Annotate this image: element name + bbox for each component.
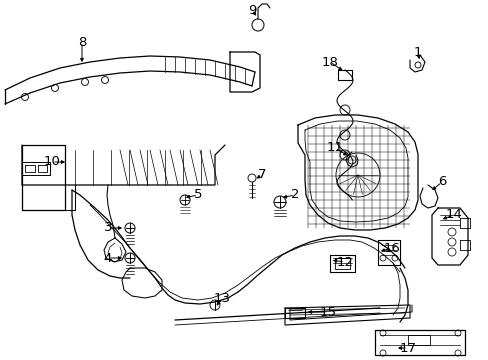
Text: 11: 11: [326, 141, 343, 154]
Text: 8: 8: [78, 36, 86, 49]
Text: 17: 17: [399, 342, 416, 355]
Text: 12: 12: [336, 256, 353, 269]
Text: 3: 3: [103, 221, 112, 234]
Text: 15: 15: [319, 306, 336, 319]
Text: 13: 13: [213, 292, 230, 305]
Text: 10: 10: [43, 156, 61, 168]
Text: 7: 7: [257, 168, 265, 181]
Text: 6: 6: [437, 175, 445, 189]
Text: 1: 1: [413, 45, 421, 58]
Text: 2: 2: [290, 189, 299, 202]
Text: 4: 4: [103, 252, 112, 265]
Text: 5: 5: [193, 189, 202, 202]
Text: 16: 16: [383, 242, 400, 255]
Text: 9: 9: [247, 4, 256, 17]
Text: 18: 18: [321, 55, 338, 68]
Text: 14: 14: [445, 208, 462, 221]
